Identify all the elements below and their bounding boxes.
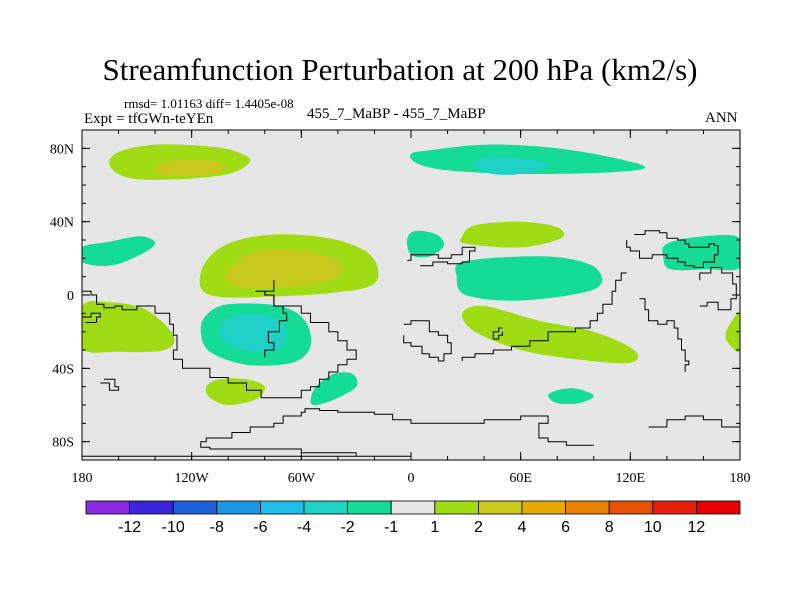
colorbar-label: -2 [340, 519, 354, 536]
colorbar-box [652, 500, 697, 515]
coastline-0 [82, 408, 594, 457]
colorbar-label: 12 [688, 519, 706, 536]
coastline-12 [255, 290, 288, 358]
contour-region-15 [725, 312, 740, 353]
colorbar-box [521, 500, 566, 515]
x-tick-label: 0 [408, 471, 415, 486]
contour-region-11 [82, 301, 175, 353]
x-tick-label: 60E [509, 471, 532, 486]
contour-fills [82, 144, 740, 406]
colorbar-box [434, 500, 479, 515]
season-label: ANN [705, 110, 738, 126]
colorbar-box [216, 500, 261, 515]
stats-line: rmsd= 1.01163 diff= 1.4405e-08 [124, 96, 294, 111]
experiment-label: Expt = tfGWn-teYEn [84, 111, 214, 127]
colorbar-label: 6 [561, 519, 570, 536]
x-tick-label: 120E [616, 471, 646, 486]
colorbar-label: -10 [162, 519, 185, 536]
colorbar-label: 8 [605, 519, 614, 536]
coastline-1 [648, 415, 740, 435]
case-difference-label: 455_7_MaBP - 455_7_MaBP [307, 106, 486, 122]
colorbar-label: 2 [474, 519, 483, 536]
x-tick-label: 180 [72, 471, 93, 486]
coastline-9 [639, 298, 690, 372]
colorbar-label: -1 [384, 519, 398, 536]
colorbar: -12 -10 -8 -6 -4 -2 -1 1 2 4 6 8 10 12 [85, 500, 741, 536]
coastline-7 [626, 230, 719, 268]
colorbar-box [347, 500, 392, 515]
contour-region-6 [224, 249, 343, 289]
y-tick-label: 80N [50, 142, 74, 157]
x-tick-label: 120W [175, 471, 210, 486]
x-tick-label: 60W [288, 471, 316, 486]
coastline-3 [82, 280, 357, 399]
coastline-2 [82, 312, 101, 323]
contour-region-16 [205, 378, 266, 406]
y-tick-label: 40S [52, 362, 74, 377]
colorbar-box [608, 500, 654, 515]
colorbar-box [259, 500, 305, 515]
colorbar-label: 1 [430, 519, 439, 536]
colorbar-box [477, 500, 523, 515]
coastline-5 [403, 320, 452, 362]
colorbar-box [303, 500, 348, 515]
coastline-10 [699, 267, 737, 311]
x-tick-label: 180 [730, 471, 751, 486]
contour-region-18 [548, 388, 594, 405]
coastline-11 [492, 327, 503, 340]
coastlines [82, 230, 740, 457]
y-tick-label: 80S [52, 436, 74, 451]
colorbar-label: 10 [644, 519, 662, 536]
colorbar-label: 4 [518, 519, 527, 536]
colorbar-label: -12 [118, 519, 141, 536]
colorbar-label: -8 [210, 519, 224, 536]
contour-region-8 [459, 221, 565, 248]
contour-region-4 [82, 236, 156, 266]
contour-region-1 [152, 159, 226, 176]
coastline-6 [407, 246, 476, 267]
plot-background [82, 130, 740, 460]
colorbar-box [565, 500, 610, 515]
contour-region-10 [455, 256, 603, 301]
contour-region-7 [406, 230, 445, 258]
coastline-13 [100, 378, 120, 391]
axis-ticks: 180 120W 60W 0 60E 120E 180 80N 40N 0 40S 80S [50, 129, 751, 486]
contour-region-14 [461, 305, 639, 364]
coastline-8 [461, 272, 627, 361]
y-tick-label: 40N [50, 216, 74, 231]
colorbar-box [85, 500, 130, 515]
chart-title: Streamfunction Perturbation at 200 hPa (… [102, 52, 698, 87]
contour-region-17 [310, 372, 358, 406]
contour-region-3 [474, 156, 549, 175]
colorbar-box [129, 500, 174, 515]
colorbar-label: -4 [297, 519, 311, 536]
colorbar-box [172, 500, 218, 515]
y-tick-label: 0 [67, 289, 74, 304]
colorbar-label: -6 [253, 519, 267, 536]
colorbar-box [390, 500, 436, 515]
colorbar-box [696, 500, 741, 515]
